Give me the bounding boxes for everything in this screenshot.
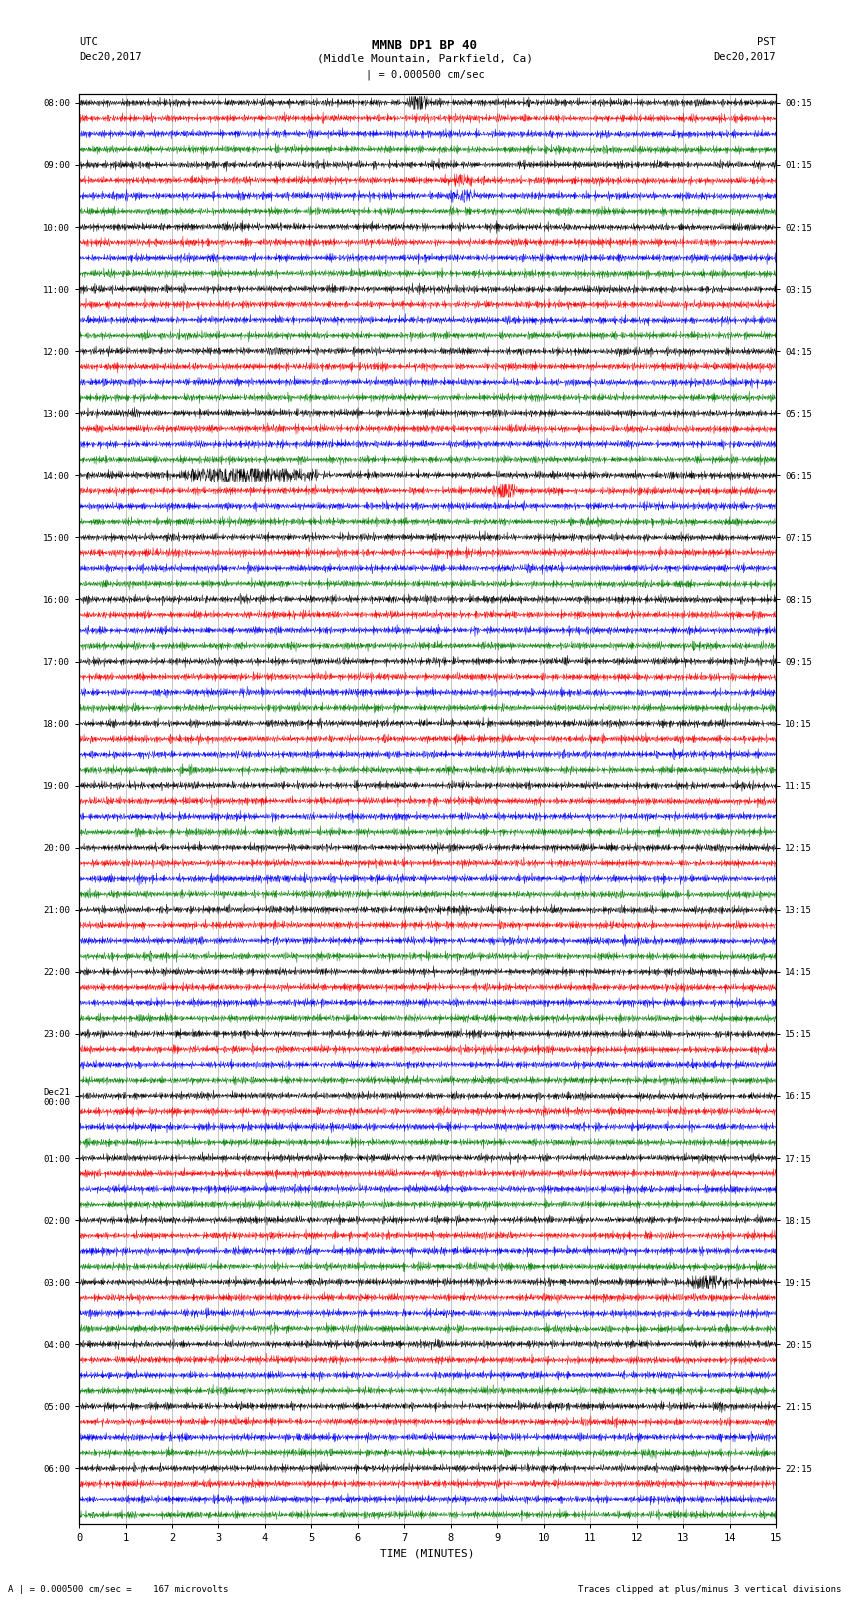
Text: | = 0.000500 cm/sec: | = 0.000500 cm/sec (366, 69, 484, 81)
Text: (Middle Mountain, Parkfield, Ca): (Middle Mountain, Parkfield, Ca) (317, 53, 533, 63)
Text: PST: PST (757, 37, 776, 47)
X-axis label: TIME (MINUTES): TIME (MINUTES) (380, 1548, 475, 1558)
Text: Dec20,2017: Dec20,2017 (713, 52, 776, 61)
Text: Traces clipped at plus/minus 3 vertical divisions: Traces clipped at plus/minus 3 vertical … (578, 1584, 842, 1594)
Text: UTC: UTC (79, 37, 98, 47)
Text: Dec20,2017: Dec20,2017 (79, 52, 142, 61)
Text: A | = 0.000500 cm/sec =    167 microvolts: A | = 0.000500 cm/sec = 167 microvolts (8, 1584, 229, 1594)
Text: MMNB DP1 BP 40: MMNB DP1 BP 40 (372, 39, 478, 52)
